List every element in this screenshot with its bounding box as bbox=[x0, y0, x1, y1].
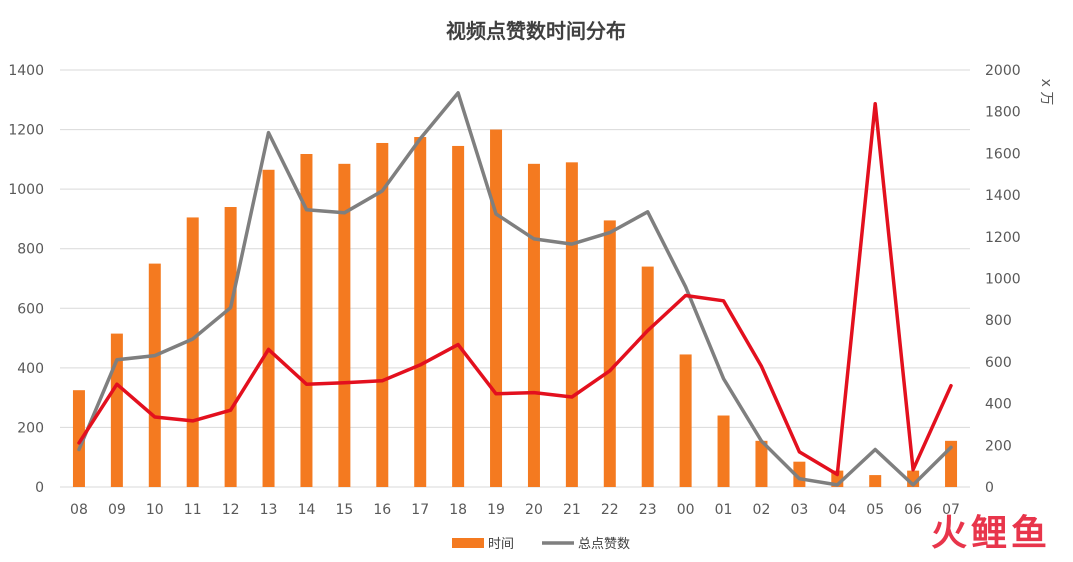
x-axis-tick-label: 07 bbox=[942, 502, 960, 518]
bar bbox=[717, 415, 730, 487]
left-axis-tick-label: 200 bbox=[17, 420, 44, 436]
left-axis-tick-label: 1400 bbox=[8, 63, 44, 79]
bar bbox=[527, 163, 540, 487]
x-axis-tick-label: 04 bbox=[828, 502, 846, 518]
left-axis-tick-label: 1200 bbox=[8, 123, 44, 139]
x-axis-tick-label: 17 bbox=[411, 502, 429, 518]
right-axis-tick-label: 1600 bbox=[985, 146, 1021, 162]
x-axis-tick-label: 06 bbox=[904, 502, 922, 518]
right-axis-tick-label: 1400 bbox=[985, 188, 1021, 204]
bar bbox=[565, 162, 578, 488]
legend-label: 时间 bbox=[488, 537, 514, 552]
right-axis-tick-label: 1200 bbox=[985, 230, 1021, 246]
bar bbox=[869, 475, 882, 487]
x-axis-tick-label: 14 bbox=[298, 502, 316, 518]
series-line-2 bbox=[77, 101, 953, 477]
bar bbox=[224, 207, 237, 487]
x-axis-tick-label: 16 bbox=[373, 502, 391, 518]
bar bbox=[72, 390, 85, 487]
line-series bbox=[77, 91, 953, 487]
x-axis-tick-label: 21 bbox=[563, 502, 581, 518]
right-axis-tick-label: 200 bbox=[985, 438, 1012, 454]
right-axis-tick-label: 1800 bbox=[985, 105, 1021, 121]
x-axis-tick-label: 19 bbox=[487, 502, 505, 518]
x-axis-tick-label: 03 bbox=[790, 502, 808, 518]
gridlines bbox=[60, 69, 970, 488]
bar bbox=[110, 333, 123, 487]
right-axis-unit-label: x 万 bbox=[1038, 79, 1054, 106]
x-axis-tick-label: 05 bbox=[866, 502, 884, 518]
x-axis-tick-label: 01 bbox=[715, 502, 733, 518]
x-axis-tick-label: 02 bbox=[753, 502, 771, 518]
series-line-1 bbox=[77, 91, 953, 487]
left-axis-tick-label: 600 bbox=[17, 301, 44, 317]
bar bbox=[490, 129, 503, 488]
right-axis-tick-label: 1000 bbox=[985, 272, 1021, 288]
left-axis-tick-label: 400 bbox=[17, 361, 44, 377]
bar bbox=[376, 142, 389, 487]
x-axis-tick-label: 08 bbox=[70, 502, 88, 518]
bar bbox=[755, 440, 768, 487]
left-axis-tick-label: 1000 bbox=[8, 182, 44, 198]
right-axis-tick-label: 600 bbox=[985, 355, 1012, 371]
bar bbox=[300, 153, 313, 487]
x-axis-tick-label: 11 bbox=[184, 502, 202, 518]
x-axis-tick-label: 18 bbox=[449, 502, 467, 518]
right-axis-tick-label: 800 bbox=[985, 313, 1012, 329]
x-axis-tick-label: 20 bbox=[525, 502, 543, 518]
bar bbox=[148, 263, 161, 487]
right-axis-tick-label: 0 bbox=[985, 480, 994, 496]
bar bbox=[414, 137, 427, 487]
right-axis-tick-label: 400 bbox=[985, 397, 1012, 413]
bar bbox=[262, 169, 275, 487]
legend-swatch-bar bbox=[452, 538, 484, 548]
bar bbox=[679, 354, 692, 487]
legend: 时间 总点赞数 bbox=[452, 537, 630, 552]
x-axis-tick-label: 15 bbox=[335, 502, 353, 518]
bar bbox=[603, 220, 616, 488]
bar bbox=[641, 266, 654, 487]
watermark-logo: 火鲤鱼 bbox=[930, 513, 1051, 554]
bar bbox=[452, 145, 465, 488]
bar bbox=[186, 217, 199, 488]
x-axis-tick-label: 00 bbox=[677, 502, 695, 518]
x-axis-tick-label: 23 bbox=[639, 502, 657, 518]
x-axis-tick-label: 10 bbox=[146, 502, 164, 518]
x-axis-tick-label: 12 bbox=[222, 502, 240, 518]
x-axis-tick-label: 22 bbox=[601, 502, 619, 518]
left-axis-tick-label: 800 bbox=[17, 242, 44, 258]
left-axis-tick-label: 0 bbox=[35, 480, 44, 496]
chart-title: 视频点赞数时间分布 bbox=[446, 19, 626, 43]
x-axis-tick-label: 09 bbox=[108, 502, 126, 518]
bar bbox=[338, 163, 351, 487]
right-axis-tick-label: 2000 bbox=[985, 63, 1021, 79]
axes: 0200400600800100012001400020040060080010… bbox=[8, 63, 1020, 518]
x-axis-tick-label: 13 bbox=[260, 502, 278, 518]
legend-label: 总点赞数 bbox=[578, 537, 630, 552]
